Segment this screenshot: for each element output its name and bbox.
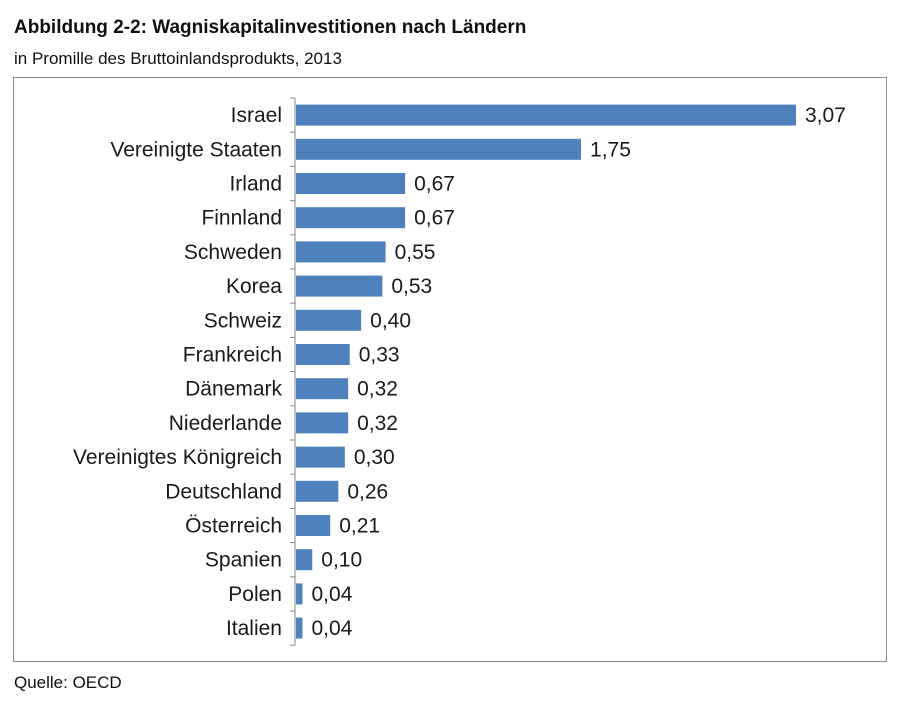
category-label: Vereinigtes Königreich (73, 446, 282, 469)
bar (296, 309, 362, 331)
bar (296, 207, 406, 229)
bar (296, 378, 349, 400)
chart-frame (13, 77, 887, 662)
chart-subtitle: in Promille des Bruttoinlandsprodukts, 2… (14, 49, 342, 68)
data-label: 0,53 (391, 275, 432, 298)
data-label: 1,75 (590, 138, 631, 161)
bar (296, 515, 331, 536)
data-label: 0,55 (395, 241, 436, 264)
bar-chart: Israel 3,07 Vereinigte Staaten 1,75 Irland 0,… (73, 97, 846, 646)
bar (296, 275, 383, 297)
data-label: 0,67 (414, 207, 455, 230)
category-label: Italien (226, 617, 282, 640)
data-label: 3,07 (805, 104, 846, 127)
category-label: Korea (226, 275, 282, 298)
bar (296, 241, 386, 263)
bar (296, 583, 303, 605)
bar (296, 412, 349, 434)
source-note: Quelle: OECD (14, 673, 122, 692)
bar (296, 344, 350, 365)
data-label: 0,67 (414, 173, 455, 196)
category-label: Niederlande (169, 412, 282, 435)
data-label: 0,26 (347, 480, 388, 503)
data-label: 0,32 (357, 378, 398, 401)
data-label: 0,04 (312, 617, 353, 640)
category-label: Irland (229, 173, 282, 196)
data-label: 0,32 (357, 412, 398, 435)
data-label: 0,21 (339, 515, 380, 538)
bar (296, 549, 313, 571)
bar (296, 480, 339, 502)
category-label: Polen (228, 583, 282, 606)
data-label: 0,30 (354, 446, 395, 469)
category-label: Frankreich (183, 344, 282, 367)
category-label: Deutschland (165, 480, 282, 503)
category-label: Spanien (205, 549, 282, 572)
category-label: Israel (231, 104, 282, 127)
chart-title: Abbildung 2-2: Wagniskapitalinvestitione… (14, 17, 527, 38)
bar (296, 617, 303, 639)
category-label: Vereinigte Staaten (110, 138, 282, 161)
data-label: 0,40 (370, 309, 411, 332)
bar (296, 138, 582, 160)
category-label: Finnland (201, 207, 282, 230)
bar (296, 173, 406, 194)
data-label: 0,33 (359, 344, 400, 367)
data-label: 0,10 (321, 549, 362, 572)
category-label: Schweiz (204, 309, 282, 332)
category-label: Österreich (185, 515, 282, 538)
category-label: Schweden (184, 241, 282, 264)
bar (296, 446, 345, 468)
bar (296, 104, 796, 126)
data-label: 0,04 (312, 583, 353, 606)
category-label: Dänemark (185, 378, 282, 401)
